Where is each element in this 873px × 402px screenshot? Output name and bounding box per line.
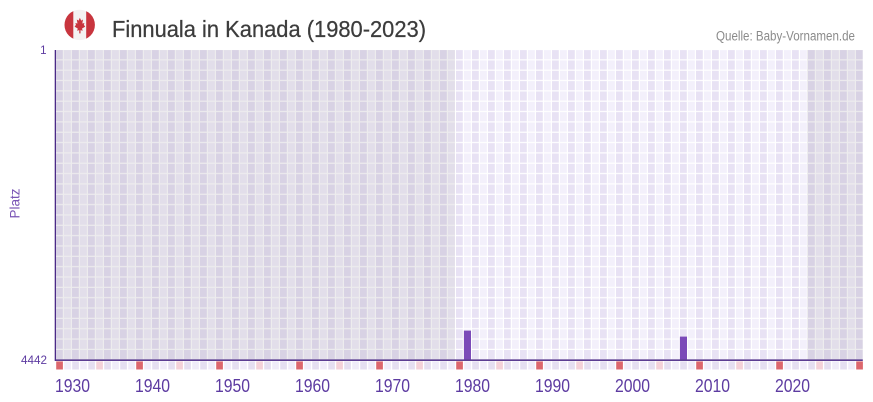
- svg-text:1940: 1940: [135, 376, 170, 396]
- svg-text:1960: 1960: [295, 376, 330, 396]
- svg-text:4442: 4442: [21, 355, 47, 367]
- svg-text:Platz: Platz: [7, 188, 22, 218]
- svg-text:Finnuala in Kanada (1980-2023): Finnuala in Kanada (1980-2023): [112, 16, 426, 42]
- svg-text:1980: 1980: [455, 376, 490, 396]
- svg-text:Quelle: Baby-Vornamen.de: Quelle: Baby-Vornamen.de: [716, 29, 855, 44]
- svg-text:2000: 2000: [615, 376, 650, 396]
- svg-text:1990: 1990: [535, 376, 570, 396]
- svg-text:1970: 1970: [375, 376, 410, 396]
- svg-text:1950: 1950: [215, 376, 250, 396]
- svg-text:1: 1: [40, 45, 46, 57]
- svg-text:2020: 2020: [775, 376, 810, 396]
- svg-text:1930: 1930: [55, 376, 90, 396]
- svg-text:2010: 2010: [695, 376, 730, 396]
